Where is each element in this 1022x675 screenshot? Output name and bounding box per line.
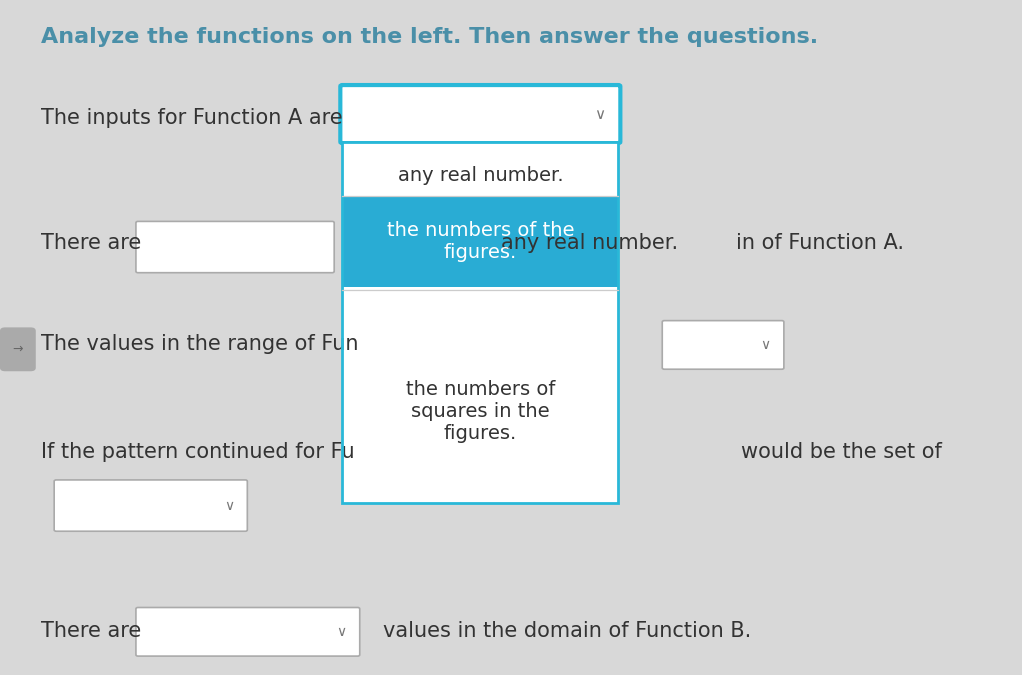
Bar xyxy=(342,196,618,287)
Text: If the pattern continued for Fu: If the pattern continued for Fu xyxy=(41,442,355,462)
Text: any real number.: any real number. xyxy=(398,166,563,185)
Text: would be the set of: would be the set of xyxy=(741,442,942,462)
Text: →: → xyxy=(12,343,24,356)
Text: Analyze the functions on the left. Then answer the questions.: Analyze the functions on the left. Then … xyxy=(41,27,818,47)
Text: ∨: ∨ xyxy=(336,625,346,639)
Bar xyxy=(342,142,618,503)
Text: ∨: ∨ xyxy=(224,499,234,512)
Text: There are: There are xyxy=(41,233,141,253)
Text: There are: There are xyxy=(41,621,141,641)
FancyBboxPatch shape xyxy=(136,221,334,273)
FancyBboxPatch shape xyxy=(662,321,784,369)
Text: The values in the range of Fun: The values in the range of Fun xyxy=(41,334,359,354)
Text: any real number.: any real number. xyxy=(501,233,678,253)
Text: The inputs for Function A are: The inputs for Function A are xyxy=(41,108,342,128)
Text: in of Function A.: in of Function A. xyxy=(736,233,903,253)
Text: ∨: ∨ xyxy=(595,107,605,122)
FancyBboxPatch shape xyxy=(136,608,360,656)
Text: values in the domain of Function B.: values in the domain of Function B. xyxy=(383,621,751,641)
Text: the numbers of
squares in the
figures.: the numbers of squares in the figures. xyxy=(406,380,555,443)
FancyBboxPatch shape xyxy=(0,327,36,371)
FancyBboxPatch shape xyxy=(340,85,620,143)
Text: ∨: ∨ xyxy=(760,338,771,352)
FancyBboxPatch shape xyxy=(54,480,247,531)
Text: the numbers of the
figures.: the numbers of the figures. xyxy=(386,221,574,262)
